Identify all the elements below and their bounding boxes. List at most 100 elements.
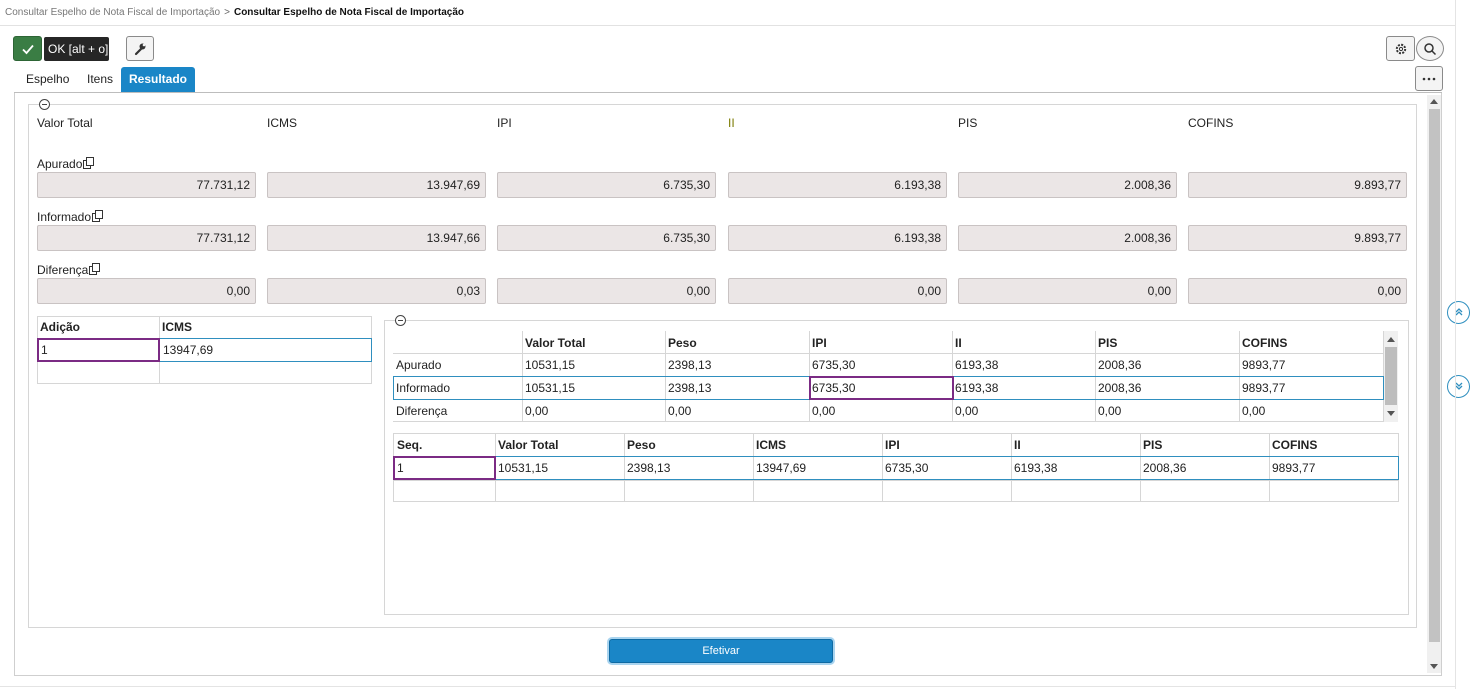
comparison-header-valor-total[interactable]: Valor Total xyxy=(525,336,586,350)
comparison-row-label[interactable]: Apurado xyxy=(396,358,442,372)
informado-ii-field[interactable]: 6.193,38 xyxy=(728,225,947,251)
scroll-down-icon[interactable] xyxy=(1387,411,1395,416)
tab-itens[interactable]: Itens xyxy=(87,72,114,86)
detail-group xyxy=(384,320,1409,615)
scroll-up-icon[interactable] xyxy=(1430,99,1438,104)
comparison-cell[interactable]: 2398,13 xyxy=(668,358,712,372)
seq-grid xyxy=(393,433,1399,502)
informado-valor-total-field[interactable]: 77.731,12 xyxy=(37,225,256,251)
adicao-grid xyxy=(37,316,372,384)
diferenca-cofins-field[interactable]: 0,00 xyxy=(1188,278,1407,304)
apurado-ii-field[interactable]: 6.193,38 xyxy=(728,172,947,198)
scroll-to-top-button[interactable] xyxy=(1447,301,1470,324)
ok-tooltip: OK [alt + o] xyxy=(44,37,109,61)
grid-divider xyxy=(882,433,883,502)
copy-icon[interactable] xyxy=(83,157,95,169)
settings-button[interactable] xyxy=(1386,36,1415,61)
collapse-icon[interactable] xyxy=(395,315,406,326)
tab-resultado[interactable]: Resultado xyxy=(121,67,195,92)
breadcrumb-parent[interactable]: Consultar Espelho de Nota Fiscal de Impo… xyxy=(5,7,221,18)
comparison-row-label[interactable]: Diferença xyxy=(396,404,448,418)
seq-header-valor-total[interactable]: Valor Total xyxy=(498,438,559,452)
seq-header-ii[interactable]: II xyxy=(1014,438,1021,452)
diferenca-valor-total-field[interactable]: 0,00 xyxy=(37,278,256,304)
seq-cell[interactable]: 13947,69 xyxy=(756,461,807,475)
comparison-cell[interactable]: 10531,15 xyxy=(525,358,576,372)
seq-cell[interactable]: 6735,30 xyxy=(885,461,929,475)
comparison-header-cofins[interactable]: COFINS xyxy=(1242,336,1288,350)
comparison-header-ipi[interactable]: IPI xyxy=(812,336,827,350)
seq-cell[interactable]: 2398,13 xyxy=(627,461,671,475)
comparison-cell[interactable]: 6735,30 xyxy=(812,358,856,372)
seq-header-cofins[interactable]: COFINS xyxy=(1272,438,1318,452)
diferenca-icms-field[interactable]: 0,03 xyxy=(267,278,486,304)
comparison-cell[interactable]: 6193,38 xyxy=(955,358,999,372)
apurado-valor-total-field[interactable]: 77.731,12 xyxy=(37,172,256,198)
seq-header-icms[interactable]: ICMS xyxy=(756,438,786,452)
ok-button[interactable] xyxy=(13,36,42,61)
adicao-grid-header-adicao[interactable]: Adição xyxy=(40,320,81,334)
diferenca-ipi-field[interactable]: 0,00 xyxy=(497,278,716,304)
seq-header-ipi[interactable]: IPI xyxy=(885,438,900,452)
seq-header-peso[interactable]: Peso xyxy=(627,438,656,452)
scroll-to-bottom-button[interactable] xyxy=(1447,375,1470,398)
informado-icms-field[interactable]: 13.947,66 xyxy=(267,225,486,251)
scroll-up-icon[interactable] xyxy=(1387,337,1395,342)
diferenca-ii-field[interactable]: 0,00 xyxy=(728,278,947,304)
seq-header-seq[interactable]: Seq. xyxy=(397,438,423,452)
row-label-text: Diferença xyxy=(37,263,89,277)
more-button[interactable] xyxy=(1415,66,1443,91)
comparison-cell[interactable]: 0,00 xyxy=(525,404,549,418)
seq-cell[interactable]: 6193,38 xyxy=(1014,461,1058,475)
comparison-header-ii[interactable]: II xyxy=(955,336,962,350)
comparison-cell[interactable]: 10531,15 xyxy=(525,381,576,395)
seq-cell[interactable]: 9893,77 xyxy=(1272,461,1316,475)
comparison-header-peso[interactable]: Peso xyxy=(668,336,697,350)
informado-pis-field[interactable]: 2.008,36 xyxy=(958,225,1177,251)
seq-cell[interactable]: 10531,15 xyxy=(498,461,549,475)
copy-icon[interactable] xyxy=(92,210,104,222)
comparison-cell[interactable]: 0,00 xyxy=(1098,404,1122,418)
tab-espelho[interactable]: Espelho xyxy=(26,72,70,86)
comparison-cell[interactable]: 0,00 xyxy=(1242,404,1266,418)
scroll-down-icon[interactable] xyxy=(1430,664,1438,669)
gear-icon xyxy=(1395,43,1406,54)
double-chevron-up-icon xyxy=(1455,308,1462,316)
informado-cofins-field[interactable]: 9.893,77 xyxy=(1188,225,1407,251)
seq-header-pis[interactable]: PIS xyxy=(1143,438,1163,452)
comparison-cell[interactable]: 6735,30 xyxy=(812,381,856,395)
adicao-grid-cell[interactable]: 1 xyxy=(41,343,48,357)
page-scrollbar-thumb[interactable] xyxy=(1429,109,1440,642)
grid-scrollbar-thumb[interactable] xyxy=(1385,347,1397,405)
comparison-cell[interactable]: 0,00 xyxy=(955,404,979,418)
search-button[interactable] xyxy=(1416,36,1444,61)
seq-cell[interactable]: 2008,36 xyxy=(1143,461,1187,475)
row-label-text: Informado xyxy=(37,210,92,224)
comparison-cell[interactable]: 6193,38 xyxy=(955,381,999,395)
comparison-cell[interactable]: 2008,36 xyxy=(1098,381,1142,395)
tools-button[interactable] xyxy=(126,36,154,61)
comparison-cell[interactable]: 2008,36 xyxy=(1098,358,1142,372)
ellipsis-icon xyxy=(1422,77,1436,80)
apurado-pis-field[interactable]: 2.008,36 xyxy=(958,172,1177,198)
diferenca-pis-field[interactable]: 0,00 xyxy=(958,278,1177,304)
copy-icon[interactable] xyxy=(89,263,101,275)
comparison-cell[interactable]: 0,00 xyxy=(812,404,836,418)
apurado-cofins-field[interactable]: 9.893,77 xyxy=(1188,172,1407,198)
efetivar-button[interactable]: Efetivar xyxy=(609,639,833,663)
collapse-icon[interactable] xyxy=(39,99,50,110)
informado-ipi-field[interactable]: 6.735,30 xyxy=(497,225,716,251)
comparison-header-pis[interactable]: PIS xyxy=(1098,336,1118,350)
selected-cell-highlight xyxy=(809,376,954,400)
apurado-icms-field[interactable]: 13.947,69 xyxy=(267,172,486,198)
comparison-cell[interactable]: 0,00 xyxy=(668,404,692,418)
apurado-ipi-field[interactable]: 6.735,30 xyxy=(497,172,716,198)
comparison-cell[interactable]: 2398,13 xyxy=(668,381,712,395)
comparison-cell[interactable]: 9893,77 xyxy=(1242,358,1286,372)
adicao-grid-header-icms[interactable]: ICMS xyxy=(162,320,192,334)
selected-cell-highlight xyxy=(37,338,160,362)
comparison-row-label[interactable]: Informado xyxy=(396,381,451,395)
adicao-grid-cell[interactable]: 13947,69 xyxy=(163,343,214,357)
comparison-cell[interactable]: 9893,77 xyxy=(1242,381,1286,395)
seq-cell[interactable]: 1 xyxy=(397,461,404,475)
